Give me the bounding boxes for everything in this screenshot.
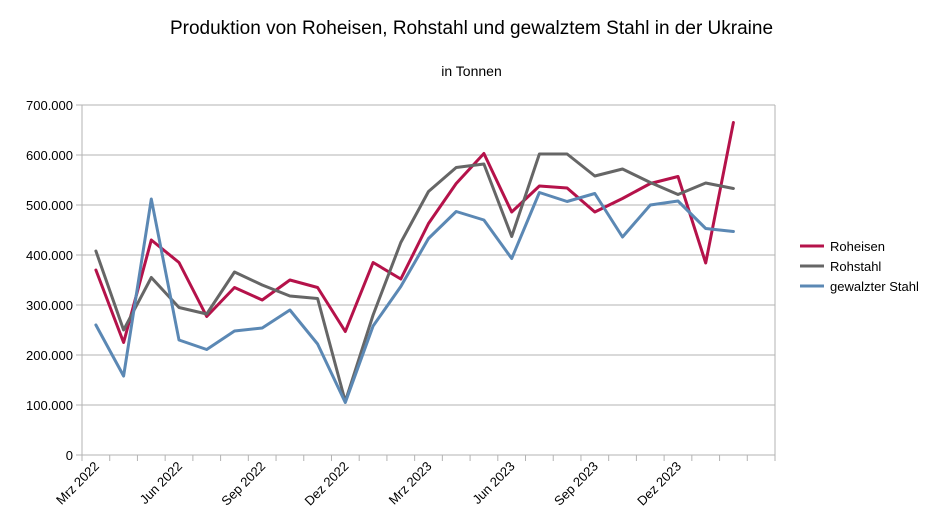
x-tick-label: Mrz 2023 [386, 459, 435, 508]
x-tick-label: Sep 2023 [551, 459, 601, 509]
y-tick-label: 600.000 [26, 148, 73, 163]
y-tick-label: 0 [66, 448, 73, 463]
y-tick-label: 300.000 [26, 298, 73, 313]
series-lines [94, 121, 735, 404]
x-tick-label: Mrz 2022 [53, 459, 102, 508]
series-line-gewalzter-stahl [94, 191, 735, 404]
legend: Roheisen Rohstahl gewalzter Stahl [800, 239, 919, 294]
y-axis: 0 100.000 200.000 300.000 400.000 500.000 600.… [26, 98, 82, 463]
x-tick-label: Sep 2022 [218, 459, 268, 509]
y-tick-label: 100.000 [26, 398, 73, 413]
x-tick-label: Dez 2022 [301, 459, 351, 509]
series-line-rohstahl [94, 152, 735, 403]
x-tick-label: Jun 2023 [469, 459, 517, 507]
chart-subtitle: in Tonnen [441, 63, 502, 79]
chart-title: Produktion von Roheisen, Rohstahl und ge… [169, 18, 774, 39]
legend-label: gewalzter Stahl [830, 279, 919, 294]
x-tick-label: Jun 2022 [137, 459, 185, 507]
gridlines [81, 104, 776, 456]
x-tick-label: Dez 2023 [634, 459, 684, 509]
y-tick-label: 200.000 [26, 348, 73, 363]
legend-label: Rohstahl [830, 259, 881, 274]
series-line-roheisen [94, 121, 735, 344]
y-tick-label: 400.000 [26, 248, 73, 263]
x-axis: Mrz 2022 Jun 2022 Sep 2022 Dez 2022 Mrz 2023… [53, 455, 776, 509]
legend-label: Roheisen [830, 239, 885, 254]
y-tick-label: 700.000 [26, 98, 73, 113]
y-tick-label: 500.000 [26, 198, 73, 213]
